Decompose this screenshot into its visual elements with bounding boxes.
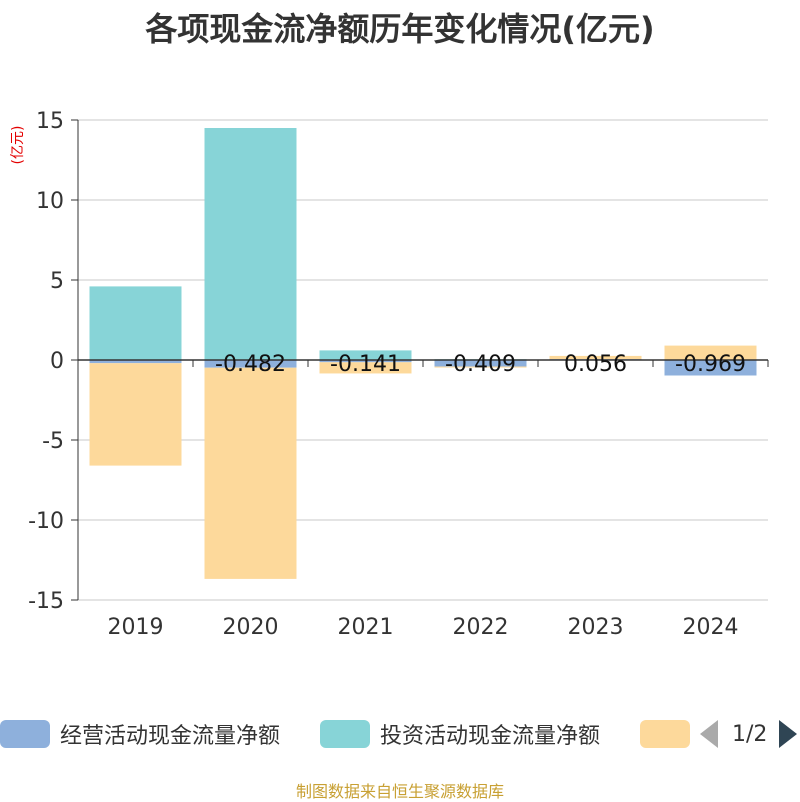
- bar-2019: [89, 363, 182, 466]
- bar-2019: [89, 360, 182, 364]
- bar-2020: [204, 367, 297, 579]
- legend-swatch: [320, 720, 370, 748]
- y-tick-label: 10: [36, 189, 64, 214]
- legend-pager: 1/2: [700, 716, 798, 752]
- data-labels: -0.482 -0.141 -0.409 0.056 -0.969: [215, 352, 746, 377]
- legend-item[interactable]: 经营活动现金流量净额: [0, 716, 280, 752]
- x-tick-label: 2019: [108, 615, 164, 640]
- bar-2024: [664, 360, 757, 376]
- legend-label: 经营活动现金流量净额: [60, 724, 281, 749]
- bar-2021: [319, 350, 412, 360]
- y-tick-label: 0: [50, 349, 64, 374]
- y-tick-label: -10: [28, 509, 64, 534]
- pager-next-icon[interactable]: [779, 720, 798, 748]
- bar-2022: [434, 360, 527, 367]
- legend-item[interactable]: 投资活动现金流量净额: [320, 716, 600, 752]
- bar-2023: [549, 355, 642, 360]
- bar-2022: [434, 366, 527, 368]
- legend: 经营活动现金流量净额 投资活动现金流量净额 1/2: [0, 716, 800, 756]
- bar-chart: 15 10 5 0 -5 -10 -15 (亿元) 2019 2020 2021 2022 2023 20…: [10, 109, 769, 640]
- bar-2020: [204, 128, 297, 360]
- y-tick-label: 15: [36, 109, 64, 134]
- bar-2021: [319, 362, 412, 374]
- bar-2021: [319, 360, 412, 363]
- data-label: -0.409: [445, 352, 516, 377]
- data-label: 0.056: [564, 352, 627, 377]
- data-label: -0.969: [675, 352, 746, 377]
- legend-label: 投资活动现金流量净额: [380, 724, 601, 749]
- y-tick-label: -15: [28, 589, 64, 614]
- data-label: -0.482: [215, 352, 286, 377]
- x-tick-label: 2020: [223, 615, 279, 640]
- x-tick-label: 2024: [683, 615, 739, 640]
- y-tick-label: 5: [50, 269, 64, 294]
- pager-prev-icon[interactable]: [700, 720, 718, 748]
- pager-page-text: 1/2: [732, 721, 768, 747]
- x-tick-label: 2022: [453, 615, 509, 640]
- y-tick-label: -5: [42, 429, 64, 454]
- legend-item[interactable]: [640, 716, 690, 752]
- legend-swatch: [0, 720, 50, 748]
- x-tick-label: 2021: [338, 615, 394, 640]
- bar-2024: [664, 345, 757, 360]
- legend-swatch: [640, 720, 690, 748]
- bars: [89, 128, 757, 579]
- chart-title: 各项现金流净额历年变化情况(亿元): [145, 10, 655, 48]
- bar-2019: [89, 286, 182, 360]
- grid-lines: [78, 119, 768, 601]
- bar-2020: [204, 360, 297, 368]
- x-tick-label: 2023: [568, 615, 624, 640]
- data-label: -0.141: [330, 352, 401, 377]
- axes: 15 10 5 0 -5 -10 -15 (亿元) 2019 2020 2021 2022 2023 20…: [10, 109, 769, 640]
- y-axis-title: (亿元): [10, 126, 26, 165]
- source-note: 制图数据来自恒生聚源数据库: [295, 782, 504, 801]
